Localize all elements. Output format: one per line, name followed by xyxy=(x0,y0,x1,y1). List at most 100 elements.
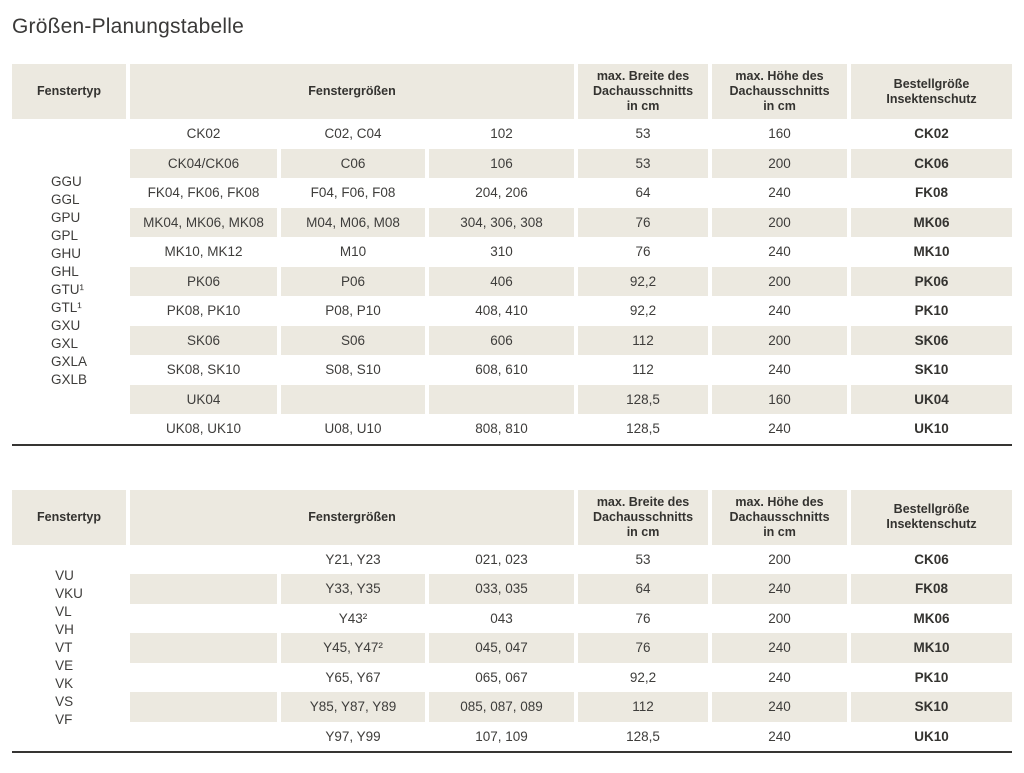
table-row: FK04, FK06, FK08 F04, F06, F08 204, 206 64 2… xyxy=(12,178,1013,208)
col-header-fenstergroessen: Fenstergrößen xyxy=(126,64,575,119)
fenstertyp-line: VU xyxy=(55,567,74,583)
cell-breite: 76 xyxy=(574,207,709,237)
cell-c1 xyxy=(126,633,277,663)
cell-breite: 112 xyxy=(574,325,709,355)
cell-c1: UK08, UK10 xyxy=(126,414,277,444)
cell-c2: Y85, Y87, Y89 xyxy=(277,692,425,722)
col-header-bestellgroesse: Bestellgröße Insektenschutz xyxy=(847,489,1013,545)
cell-hoehe: 240 xyxy=(708,296,848,326)
cell-c1: UK04 xyxy=(126,384,277,414)
cell-c2: Y21, Y23 xyxy=(277,544,425,574)
cell-breite: 92,2 xyxy=(574,296,709,326)
cell-c3: 045, 047 xyxy=(425,633,575,663)
cell-bestell: UK10 xyxy=(847,721,1013,751)
cell-bestell: MK10 xyxy=(847,237,1013,267)
cell-c3: 204, 206 xyxy=(425,178,575,208)
cell-breite: 128,5 xyxy=(574,414,709,444)
cell-c2: M04, M06, M08 xyxy=(277,207,425,237)
col-header-fenstertyp: Fenstertyp xyxy=(12,64,126,119)
col-header-max-hoehe: max. Höhe des Dachausschnitts in cm xyxy=(708,64,848,119)
table-row: UK04 128,5 160 UK04 xyxy=(12,384,1013,414)
cell-c1: CK02 xyxy=(126,119,277,149)
table-row: SK08, SK10 S08, S10 608, 610 112 240 SK10 xyxy=(12,355,1013,385)
cell-breite: 128,5 xyxy=(574,721,709,751)
cell-c3 xyxy=(425,384,575,414)
col-header-bestellgroesse: Bestellgröße Insektenschutz xyxy=(847,64,1013,119)
cell-c3: 408, 410 xyxy=(425,296,575,326)
table-row: VU VKU VL VH VT VE VK VS VF Y21, Y23 021, 023 53 200… xyxy=(12,544,1013,751)
cell-bestell: MK06 xyxy=(847,207,1013,237)
cell-c1 xyxy=(126,662,277,692)
cell-c3: 021, 023 xyxy=(425,544,575,574)
fenstertyp-line: GHU xyxy=(50,246,81,262)
cell-hoehe: 240 xyxy=(708,355,848,385)
table-row: Y43² 043 76 200 MK06 xyxy=(12,603,1013,633)
cell-c2: Y65, Y67 xyxy=(277,662,425,692)
cell-c2: S06 xyxy=(277,325,425,355)
cell-c1 xyxy=(126,574,277,604)
cell-bestell: CK02 xyxy=(847,119,1013,149)
cell-c2: P08, P10 xyxy=(277,296,425,326)
fenstertyp-line: GGU xyxy=(50,174,82,190)
cell-c2: F04, F06, F08 xyxy=(277,178,425,208)
cell-c2: Y97, Y99 xyxy=(277,721,425,751)
cell-bestell: FK08 xyxy=(847,574,1013,604)
fenstertyp-line: GPL xyxy=(50,228,78,244)
cell-hoehe: 200 xyxy=(708,544,848,574)
table-row: PK08, PK10 P08, P10 408, 410 92,2 240 PK10 xyxy=(12,296,1013,326)
cell-bestell: SK10 xyxy=(847,355,1013,385)
cell-bestell: UK04 xyxy=(847,384,1013,414)
fenstertyp-line: VE xyxy=(55,657,74,673)
fenstertyp-line: VKU xyxy=(55,585,83,601)
cell-c2: Y45, Y47² xyxy=(277,633,425,663)
cell-hoehe: 160 xyxy=(708,384,848,414)
table-row: SK06 S06 606 112 200 SK06 xyxy=(12,325,1013,355)
fenstertyp-line: VL xyxy=(55,603,72,619)
cell-c1: MK10, MK12 xyxy=(126,237,277,267)
table-row: Y33, Y35 033, 035 64 240 FK08 xyxy=(12,574,1013,604)
table-row: Y45, Y47² 045, 047 76 240 MK10 xyxy=(12,633,1013,663)
header-row: Fenstertyp Fenstergrößen max. Breite des D… xyxy=(12,489,1013,545)
table-row: GGU GGL GPU GPL GHU GHL GTU¹ GTL¹ GXU GXL GXLA GXLB… xyxy=(12,119,1013,444)
fenstertyp-list: VU VKU VL VH VT VE VK VS VF xyxy=(55,567,83,729)
cell-hoehe: 200 xyxy=(708,207,848,237)
page-title: Größen-Planungstabelle xyxy=(12,15,245,38)
cell-c2: C02, C04 xyxy=(277,119,425,149)
cell-c1: SK06 xyxy=(126,325,277,355)
cell-hoehe: 240 xyxy=(708,414,848,444)
cell-breite: 53 xyxy=(574,544,709,574)
col-header-max-hoehe: max. Höhe des Dachausschnitts in cm xyxy=(708,489,848,545)
cell-breite: 112 xyxy=(574,692,709,722)
cell-breite: 92,2 xyxy=(574,266,709,296)
cell-c1: CK04/CK06 xyxy=(126,148,277,178)
fenstertyp-line: GHL xyxy=(50,264,79,280)
cell-breite: 76 xyxy=(574,633,709,663)
cell-bestell: MK06 xyxy=(847,603,1013,633)
cell-c2: P06 xyxy=(277,266,425,296)
cell-hoehe: 240 xyxy=(708,178,848,208)
fenstertyp-line: VK xyxy=(55,675,74,691)
planning-table-2-wrap: Fenstertyp Fenstergrößen max. Breite des D… xyxy=(12,489,1013,753)
fenstertyp-cell: GGU GGL GPU GPL GHU GHL GTU¹ GTL¹ GXU GXL GXLA GXLB xyxy=(12,119,126,444)
cell-c1 xyxy=(126,544,277,574)
cell-bestell: MK10 xyxy=(847,633,1013,663)
cell-c2: Y33, Y35 xyxy=(277,574,425,604)
cell-c3: 808, 810 xyxy=(425,414,575,444)
cell-bestell: CK06 xyxy=(847,148,1013,178)
cell-breite: 128,5 xyxy=(574,384,709,414)
fenstertyp-line: GTL¹ xyxy=(50,300,82,316)
cell-c1 xyxy=(126,721,277,751)
cell-breite: 64 xyxy=(574,178,709,208)
cell-c1: PK06 xyxy=(126,266,277,296)
cell-breite: 53 xyxy=(574,148,709,178)
planning-table-1-wrap: Fenstertyp Fenstergrößen max. Breite des D… xyxy=(12,64,1013,446)
fenstertyp-cell: VU VKU VL VH VT VE VK VS VF xyxy=(12,544,126,751)
col-header-fenstergroessen: Fenstergrößen xyxy=(126,489,575,545)
table-row: Y65, Y67 065, 067 92,2 240 PK10 xyxy=(12,662,1013,692)
cell-c1: PK08, PK10 xyxy=(126,296,277,326)
cell-c2: M10 xyxy=(277,237,425,267)
cell-hoehe: 200 xyxy=(708,325,848,355)
cell-c3: 608, 610 xyxy=(425,355,575,385)
cell-hoehe: 200 xyxy=(708,148,848,178)
fenstertyp-line: GTU¹ xyxy=(50,282,84,298)
